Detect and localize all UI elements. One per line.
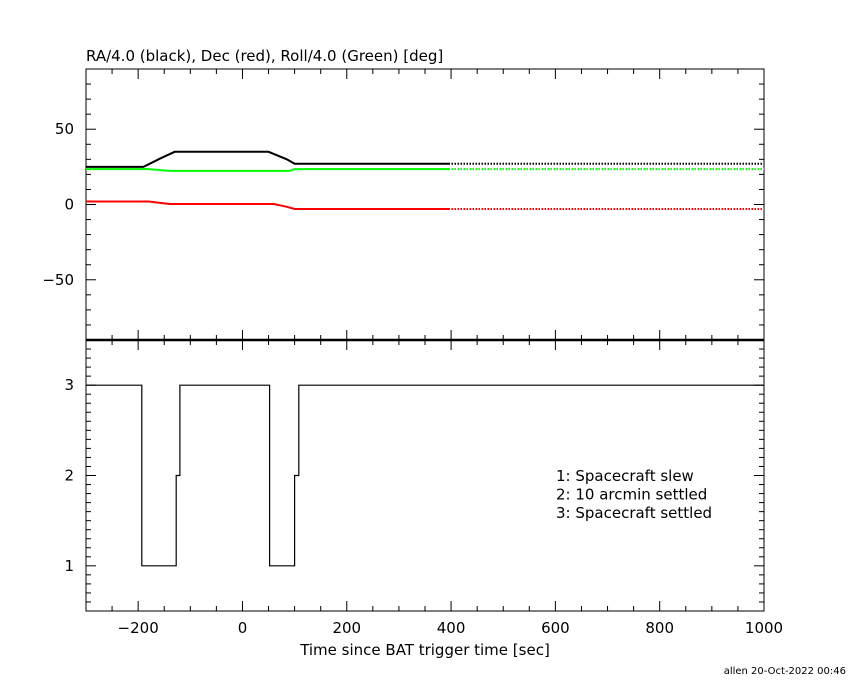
x-tick-label: 0: [238, 619, 248, 637]
y-tick-label: 2: [64, 467, 74, 485]
x-axis-label: Time since BAT trigger time [sec]: [299, 641, 550, 659]
series-2-solid-line: [86, 200, 449, 210]
legend-entry: 1: Spacecraft slew: [556, 467, 694, 485]
top-axis-ticks: 50 0 −50: [42, 69, 764, 340]
top-chart-title: RA/4.0 (black), Dec (red), Roll/4.0 (Gre…: [86, 47, 443, 65]
y-tick-label: 3: [64, 376, 74, 394]
y-tick-label: −50: [42, 271, 74, 289]
x-tick-label: 400: [437, 619, 466, 637]
y-tick-label: 50: [55, 120, 74, 138]
top-plot-series: [86, 150, 764, 210]
x-tick-label: 600: [541, 619, 570, 637]
y-tick-label: 1: [64, 557, 74, 575]
x-tick-label: −200: [118, 619, 159, 637]
series-1-solid-line: [86, 168, 449, 172]
x-tick-label: 200: [332, 619, 361, 637]
legend-entry: 2: 10 arcmin settled: [556, 486, 707, 504]
y-tick-label: 0: [64, 196, 74, 214]
legend-entry: 3: Spacecraft settled: [556, 504, 712, 522]
series-0-solid-line: [86, 150, 449, 168]
footer-stamp: allen 20-Oct-2022 00:46: [724, 666, 846, 677]
settle-status-step-line: [86, 384, 764, 567]
bottom-plot-series: [86, 384, 764, 567]
x-tick-label: 800: [645, 619, 674, 637]
bottom-axis-ticks: 1 2 3 −200 0 200 400 600 800 1000: [64, 340, 783, 637]
x-tick-label: 1000: [745, 619, 783, 637]
